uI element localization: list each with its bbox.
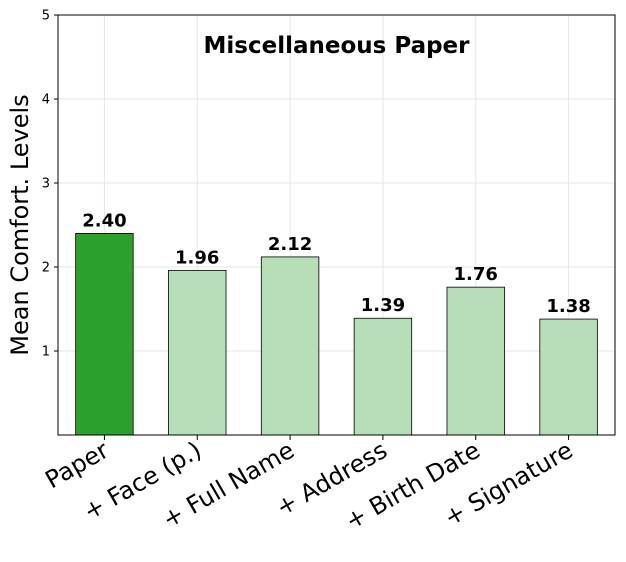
bar (539, 318, 598, 436)
plot-frame (57, 14, 616, 436)
bar (446, 286, 505, 436)
bars (75, 232, 598, 436)
bar (353, 317, 413, 436)
y-tick-label: 5 (42, 9, 50, 24)
data-labels: 2.40 1.96 2.12 1.39 1.76 1.38 (82, 210, 591, 317)
x-tick-label: Paper (41, 436, 114, 494)
data-label: 2.40 (82, 210, 126, 231)
chart-title: Miscellaneous Paper (204, 33, 471, 59)
x-axis-ticks: Paper+ Face (p.)+ Full Name+ Address+ Bi… (41, 435, 578, 535)
data-label: 2.12 (268, 234, 312, 255)
y-tick-label: 3 (42, 177, 50, 192)
bar (168, 269, 227, 436)
y-tick-label: 4 (42, 93, 50, 108)
data-label: 1.38 (546, 296, 590, 317)
bar (75, 232, 134, 436)
data-label: 1.76 (454, 264, 498, 285)
y-axis-label: Mean Comfort. Levels (6, 94, 34, 355)
data-label: 1.96 (175, 247, 219, 268)
bar (260, 256, 320, 436)
y-tick-label: 2 (42, 261, 50, 276)
y-axis-ticks: 1 2 3 4 5 (42, 9, 58, 360)
y-tick-label: 1 (42, 345, 50, 360)
data-label: 1.39 (361, 295, 405, 316)
gridlines (58, 14, 615, 435)
